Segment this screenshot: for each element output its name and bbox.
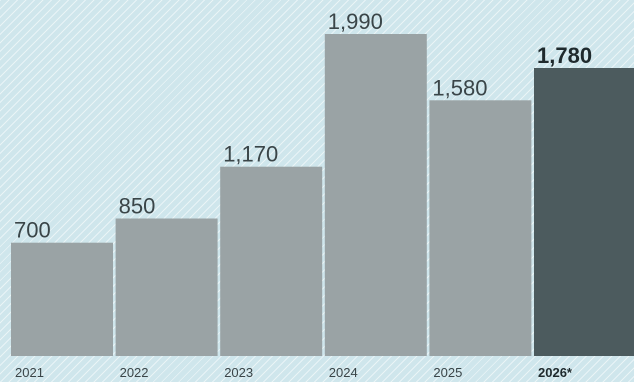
bar-2026* — [534, 68, 634, 356]
value-labels-group: 700 850 1,170 1,990 1,580 1,780 — [14, 9, 592, 243]
value-label-2022: 850 — [119, 194, 156, 219]
value-label-2023: 1,170 — [223, 142, 278, 167]
value-label-2021: 700 — [14, 218, 51, 243]
category-labels-group: 2021 2022 2023 2024 2025 2026* — [15, 365, 573, 380]
value-label-2024: 1,990 — [328, 9, 383, 34]
category-label-2021: 2021 — [15, 365, 44, 380]
bar-2025 — [429, 100, 532, 356]
category-label-2023: 2023 — [224, 365, 253, 380]
value-label-2025: 1,580 — [432, 75, 487, 100]
category-label-2022: 2022 — [120, 365, 149, 380]
value-label-2026*: 1,780 — [537, 43, 592, 68]
bar-2022 — [115, 218, 218, 356]
category-label-2025: 2025 — [433, 365, 462, 380]
bar-2021 — [11, 242, 113, 356]
category-label-2026*: 2026* — [538, 365, 573, 380]
bars-group — [11, 34, 634, 356]
bar-2023 — [220, 166, 323, 356]
category-label-2024: 2024 — [329, 365, 358, 380]
bar-2024 — [324, 34, 427, 356]
